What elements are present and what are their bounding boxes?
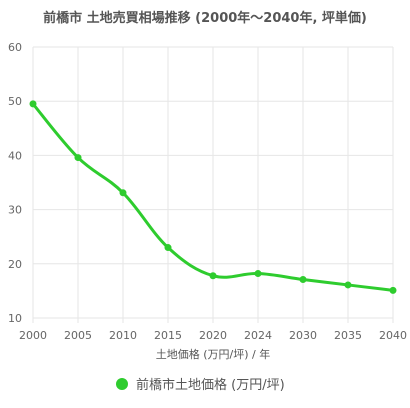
y-tick-label: 50 bbox=[8, 95, 22, 108]
y-tick-label: 40 bbox=[8, 149, 22, 162]
grid-lines bbox=[32, 46, 394, 323]
legend-label: 前橋市土地価格 (万円/坪) bbox=[136, 377, 285, 393]
y-tick-label: 20 bbox=[8, 258, 22, 271]
x-tick-label: 2005 bbox=[64, 329, 92, 342]
y-tick-label: 30 bbox=[8, 204, 22, 217]
x-axis-ticks: 2000 2005 2010 2015 2020 2024 2030 2035 2040 bbox=[19, 329, 407, 342]
x-axis-title: 土地価格 (万円/坪) / 年 bbox=[156, 347, 270, 361]
data-point[interactable] bbox=[74, 154, 82, 162]
data-point[interactable] bbox=[299, 276, 307, 284]
x-tick-label: 2035 bbox=[334, 329, 362, 342]
x-tick-label: 2030 bbox=[289, 329, 317, 342]
legend-marker bbox=[116, 378, 128, 390]
y-tick-label: 60 bbox=[8, 41, 22, 54]
data-point[interactable] bbox=[344, 281, 352, 289]
legend[interactable]: 前橋市土地価格 (万円/坪) bbox=[116, 377, 285, 393]
x-tick-label: 2040 bbox=[379, 329, 407, 342]
x-tick-label: 2020 bbox=[199, 329, 227, 342]
x-tick-label: 2015 bbox=[154, 329, 182, 342]
x-tick-label: 2010 bbox=[109, 329, 137, 342]
data-point[interactable] bbox=[119, 189, 127, 197]
data-point[interactable] bbox=[209, 272, 217, 280]
x-tick-label: 2024 bbox=[244, 329, 272, 342]
data-point[interactable] bbox=[29, 100, 37, 108]
data-point[interactable] bbox=[389, 286, 397, 294]
data-points bbox=[29, 100, 397, 294]
x-tick-label: 2000 bbox=[19, 329, 47, 342]
data-point[interactable] bbox=[164, 244, 172, 252]
y-axis-ticks: 10 20 30 40 50 60 bbox=[8, 41, 22, 325]
data-point[interactable] bbox=[254, 270, 262, 278]
chart-title: 前橋市 土地売買相場推移 (2000年〜2040年, 坪単価) bbox=[43, 10, 367, 26]
y-tick-label: 10 bbox=[8, 312, 22, 325]
